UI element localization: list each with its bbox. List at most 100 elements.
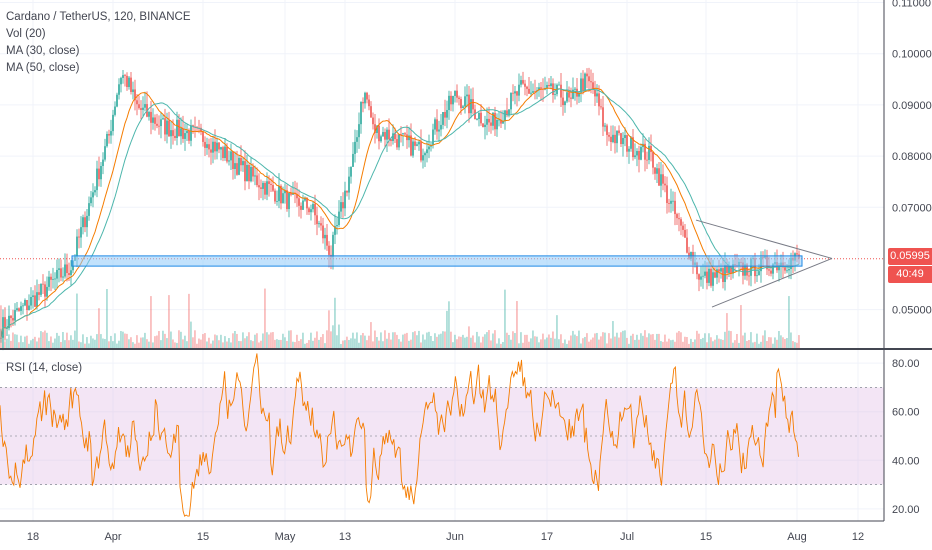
volume-bar [622,330,624,348]
candle-body [116,94,118,107]
candle-body [150,111,152,123]
symbol-legend[interactable]: Cardano / TetherUS, 120, BINANCE [6,11,191,23]
volume-bar [152,342,154,348]
candle-body [188,130,190,141]
candle-body [442,112,444,125]
volume-bar [156,335,158,348]
candle-body [252,166,254,177]
candle-body [266,181,268,195]
volume-bar [382,341,384,348]
volume-bar [576,336,578,348]
volume-bar [394,332,396,348]
volume-bar [516,301,518,348]
candle-body [98,168,100,180]
volume-legend[interactable]: Vol (20) [6,28,46,40]
volume-bar [218,340,220,348]
candle-body [398,134,400,148]
volume-bar [444,331,446,348]
volume-bar [792,341,794,348]
volume-bar [478,336,480,348]
ma50-legend[interactable]: MA (50, close) [6,62,80,74]
volume-bar [508,334,510,348]
ma30-legend[interactable]: MA (30, close) [6,45,80,57]
volume-bar [552,331,554,348]
volume-bar [498,338,500,348]
candle-body [64,264,66,277]
drawings[interactable] [0,219,884,308]
time-tick-label: 15 [700,531,712,543]
volume-bar [172,339,174,348]
volume-bar [138,342,140,348]
volume-bar [676,332,678,348]
candle-body [382,132,384,137]
candle-body [300,205,302,210]
volume-bar [174,342,176,348]
volume-bar [442,331,444,348]
volume-bar [606,343,608,348]
volume-bar [92,338,94,348]
candle-body [660,174,662,186]
candle-body [650,145,652,152]
candle-body [656,168,658,174]
volume-bar [26,335,28,348]
candle-body [0,337,2,339]
candle-body [672,200,674,202]
candle-body [220,147,222,150]
volume-bar [594,333,596,348]
volume-bar [482,336,484,348]
candle-body [276,201,278,202]
volume-bar [28,343,30,348]
volume-bar [658,333,660,348]
volume-bar [706,342,708,348]
candle-body [160,119,162,127]
volume-bar [472,335,474,348]
candle-body [80,227,82,238]
candle-body [446,110,448,118]
candle-body [668,203,670,204]
volume-bar [358,342,360,348]
candle-body [778,266,780,271]
candle-body [360,101,362,125]
volume-bar [38,337,40,348]
candle-body [452,95,454,105]
volume-bar [170,331,172,348]
volume-bar [464,337,466,348]
volume-bar [700,339,702,348]
volume-bar [588,341,590,348]
candle-body [372,117,374,125]
volume-bar [562,343,564,348]
volume-bar [118,340,120,348]
candle-body [190,125,192,141]
volume-bar [770,337,772,348]
volume-bar [556,315,558,348]
candle-body [88,203,90,216]
volume-bar [686,337,688,348]
candle-body [480,112,482,124]
volume-bar [380,332,382,348]
volume-bar [598,339,600,348]
volume-bar [114,333,116,348]
volume-bar [580,343,582,348]
volume-bar [448,301,450,348]
volume-bar [144,332,146,348]
candle-body [4,317,6,329]
candle-body [408,135,410,141]
current-price-tag: 0.05995 [888,248,932,265]
candle-body [320,223,322,226]
volume-bar [432,341,434,348]
volume-bar [680,332,682,348]
volume-bar [414,331,416,348]
candle-body [318,223,320,225]
candle-body [380,136,382,142]
volume-bar [30,340,32,348]
candle-body [304,197,306,201]
volume-bar [454,334,456,348]
candle-body [492,112,494,126]
rsi-legend[interactable]: RSI (14, close) [6,362,83,374]
candle-body [58,268,60,270]
volume-bar [228,338,230,348]
volume-bar [730,331,732,348]
volume-bar [342,340,344,348]
candle-body [216,142,218,152]
